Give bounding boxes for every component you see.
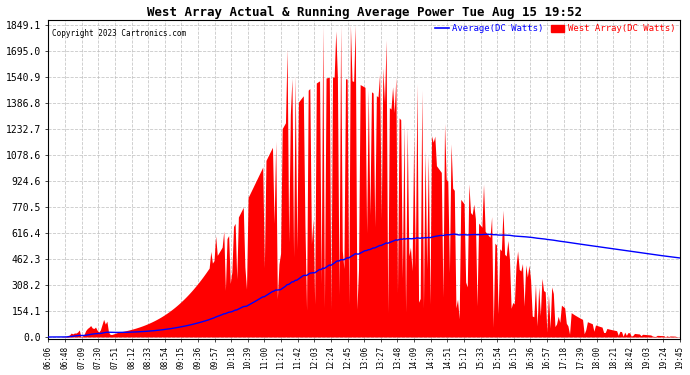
Text: Copyright 2023 Cartronics.com: Copyright 2023 Cartronics.com bbox=[52, 29, 186, 38]
Title: West Array Actual & Running Average Power Tue Aug 15 19:52: West Array Actual & Running Average Powe… bbox=[147, 6, 582, 19]
Legend: Average(DC Watts), West Array(DC Watts): Average(DC Watts), West Array(DC Watts) bbox=[435, 24, 676, 33]
